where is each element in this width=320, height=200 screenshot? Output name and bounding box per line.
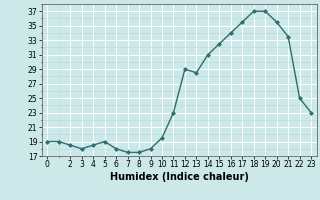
X-axis label: Humidex (Indice chaleur): Humidex (Indice chaleur) [110,172,249,182]
